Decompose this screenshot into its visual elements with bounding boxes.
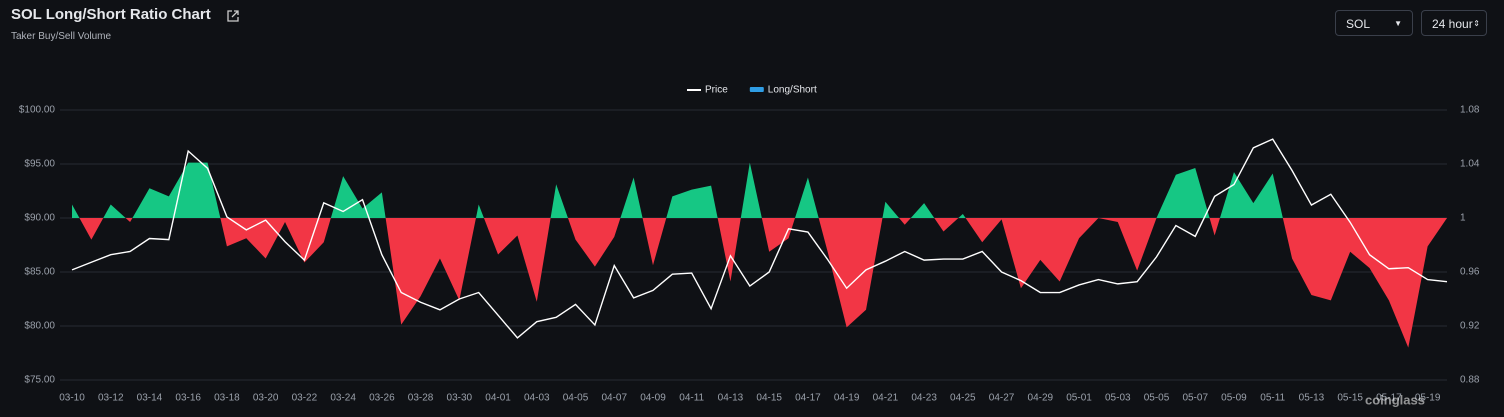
x-tick-label: 05-05	[1144, 393, 1170, 404]
x-tick-label: 03-20	[253, 393, 279, 404]
x-tick-label: 05-13	[1299, 393, 1325, 404]
y2-tick-label: 1	[1460, 213, 1466, 224]
ratio-area-down	[72, 218, 1447, 348]
x-tick-label: 04-27	[989, 393, 1015, 404]
y-tick-label: $90.00	[24, 213, 55, 224]
x-tick-label: 04-19	[834, 393, 860, 404]
y2-tick-label: 0.96	[1460, 267, 1480, 278]
y2-tick-label: 1.04	[1460, 159, 1480, 170]
y-tick-label: $100.00	[19, 105, 56, 116]
x-tick-label: 04-07	[601, 393, 627, 404]
x-tick-label: 04-23	[911, 393, 937, 404]
y-tick-label: $95.00	[24, 159, 55, 170]
x-tick-label: 04-03	[524, 393, 550, 404]
subtitle: Taker Buy/Sell Volume	[11, 31, 112, 42]
y-tick-label: $85.00	[24, 267, 55, 278]
x-tick-label: 04-21	[873, 393, 899, 404]
legend-label: Price	[705, 85, 728, 96]
x-tick-label: 04-15	[756, 393, 782, 404]
x-tick-label: 04-17	[795, 393, 821, 404]
ratio-area-up	[72, 162, 1447, 218]
y2-tick-label: 0.88	[1460, 375, 1480, 386]
price-line	[71, 138, 1448, 339]
x-tick-label: 03-18	[214, 393, 240, 404]
x-tick-label: 05-01	[1066, 393, 1092, 404]
x-tick-label: 05-11	[1260, 393, 1285, 404]
x-tick-label: 04-13	[718, 393, 744, 404]
y2-tick-label: 0.92	[1460, 321, 1480, 332]
x-tick-label: 05-09	[1221, 393, 1247, 404]
coin-select[interactable]: SOL ▼	[1335, 10, 1413, 36]
y-tick-label: $75.00	[24, 375, 55, 386]
x-tick-label: 03-10	[59, 393, 85, 404]
x-tick-label: 04-11	[679, 393, 704, 404]
x-tick-label: 03-14	[137, 393, 163, 404]
y-tick-label: $80.00	[24, 321, 55, 332]
x-tick-label: 04-25	[950, 393, 976, 404]
x-tick-label: 03-22	[292, 393, 318, 404]
x-tick-label: 05-15	[1337, 393, 1363, 404]
x-tick-label: 04-09	[640, 393, 666, 404]
title: SOL Long/Short Ratio Chart	[11, 6, 211, 23]
x-tick-label: 05-19	[1415, 393, 1441, 404]
x-tick-label: 05-17	[1376, 393, 1402, 404]
x-tick-label: 03-12	[98, 393, 124, 404]
x-tick-label: 03-24	[330, 393, 356, 404]
watermark: coinglass	[1365, 392, 1425, 407]
x-tick-label: 03-30	[447, 393, 473, 404]
x-tick-label: 03-26	[369, 393, 395, 404]
x-tick-label: 04-01	[485, 393, 511, 404]
x-tick-label: 04-05	[563, 393, 589, 404]
x-tick-label: 05-07	[1182, 393, 1208, 404]
x-tick-label: 04-29	[1028, 393, 1054, 404]
legend-label: Long/Short	[768, 85, 817, 96]
legend-swatch	[749, 87, 764, 92]
x-tick-label: 05-03	[1105, 393, 1131, 404]
interval-label: 24 hour	[1432, 17, 1473, 31]
y2-tick-label: 1.08	[1460, 105, 1480, 116]
interval-select[interactable]: 24 hour ⇕	[1421, 10, 1487, 36]
x-tick-label: 03-16	[175, 393, 201, 404]
coin-label: SOL	[1346, 17, 1371, 31]
external-link-icon[interactable]	[227, 10, 239, 22]
x-tick-label: 03-28	[408, 393, 434, 404]
